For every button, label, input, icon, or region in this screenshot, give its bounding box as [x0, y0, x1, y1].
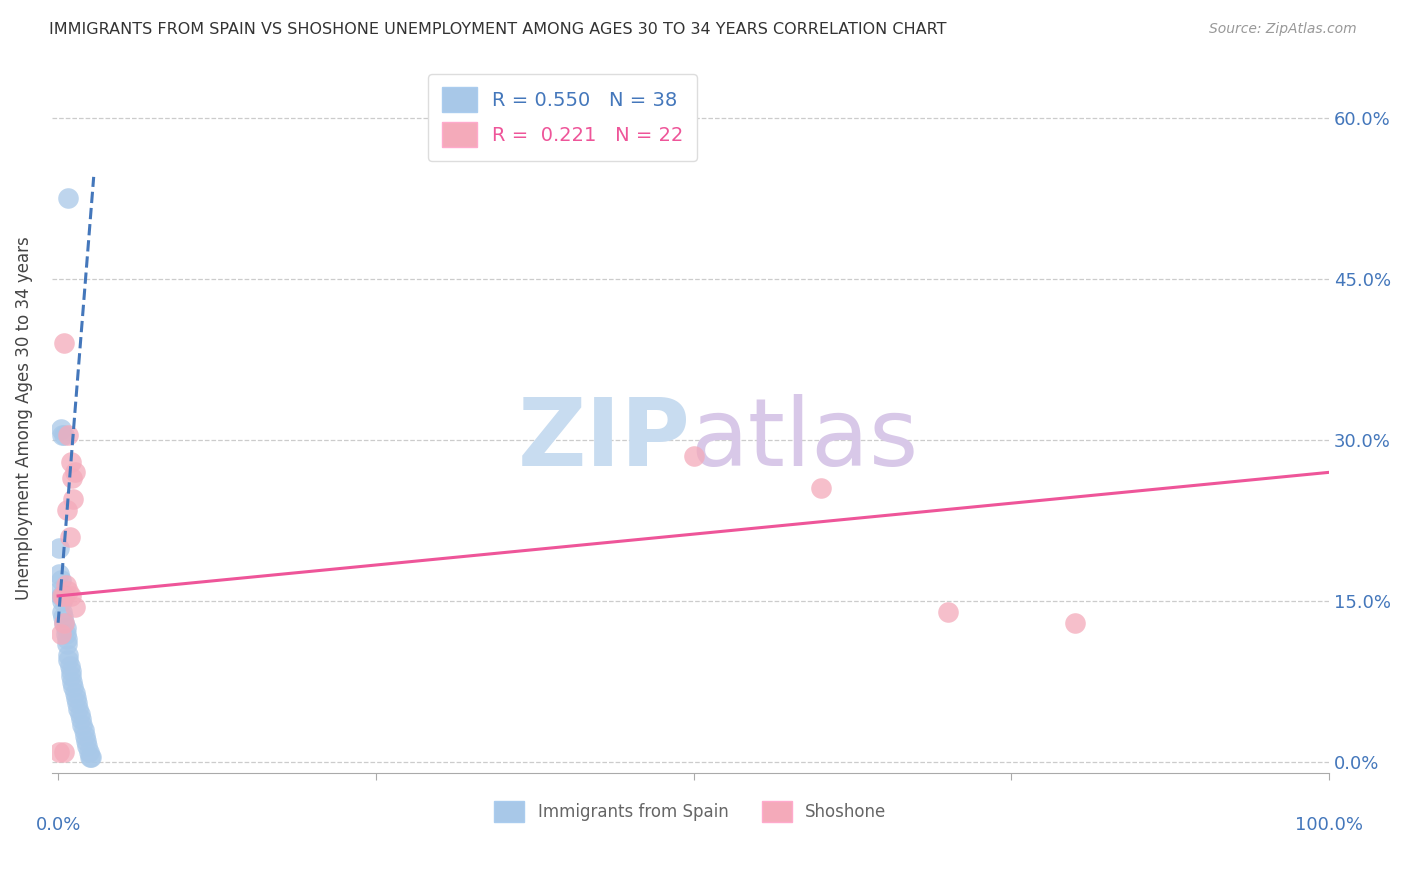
- Point: [51, 427, 73, 442]
- Point: [56, 503, 79, 517]
- Point: [65, 690, 87, 705]
- Point: [49, 589, 72, 603]
- Point: [59, 454, 82, 468]
- Point: [80, 750, 103, 764]
- Text: atlas: atlas: [690, 394, 918, 486]
- Point: [48, 541, 70, 555]
- Point: [58, 427, 80, 442]
- Point: [76, 739, 98, 754]
- Text: Source: ZipAtlas.com: Source: ZipAtlas.com: [1209, 22, 1357, 37]
- Point: [53, 615, 76, 630]
- Point: [73, 729, 96, 743]
- Point: [59, 669, 82, 683]
- Point: [53, 589, 76, 603]
- Point: [55, 626, 77, 640]
- Point: [48, 583, 70, 598]
- Point: [72, 723, 94, 738]
- Point: [810, 482, 832, 496]
- Point: [682, 449, 704, 463]
- Point: [63, 685, 86, 699]
- Text: 100.0%: 100.0%: [1295, 816, 1362, 834]
- Point: [49, 626, 72, 640]
- Point: [69, 707, 91, 722]
- Y-axis label: Unemployment Among Ages 30 to 34 years: Unemployment Among Ages 30 to 34 years: [15, 236, 32, 600]
- Point: [1063, 615, 1085, 630]
- Point: [48, 745, 70, 759]
- Point: [58, 530, 80, 544]
- Point: [58, 653, 80, 667]
- Point: [58, 191, 80, 205]
- Point: [55, 621, 77, 635]
- Point: [53, 615, 76, 630]
- Point: [51, 594, 73, 608]
- Text: ZIP: ZIP: [517, 394, 690, 486]
- Point: [60, 674, 83, 689]
- Point: [53, 336, 76, 351]
- Point: [77, 745, 100, 759]
- Point: [72, 718, 94, 732]
- Point: [53, 745, 76, 759]
- Point: [63, 466, 86, 480]
- Point: [49, 573, 72, 587]
- Point: [55, 578, 77, 592]
- Point: [59, 664, 82, 678]
- Point: [59, 589, 82, 603]
- Point: [66, 697, 89, 711]
- Point: [936, 605, 959, 619]
- Point: [58, 648, 80, 662]
- Point: [75, 734, 97, 748]
- Text: IMMIGRANTS FROM SPAIN VS SHOSHONE UNEMPLOYMENT AMONG AGES 30 TO 34 YEARS CORRELA: IMMIGRANTS FROM SPAIN VS SHOSHONE UNEMPL…: [49, 22, 946, 37]
- Point: [58, 583, 80, 598]
- Point: [67, 702, 90, 716]
- Point: [52, 610, 75, 624]
- Point: [62, 492, 84, 507]
- Point: [58, 658, 80, 673]
- Point: [62, 680, 84, 694]
- Point: [60, 471, 83, 485]
- Point: [49, 422, 72, 436]
- Point: [79, 750, 101, 764]
- Point: [56, 637, 79, 651]
- Text: 0.0%: 0.0%: [35, 816, 80, 834]
- Point: [70, 713, 93, 727]
- Legend: Immigrants from Spain, Shoshone: Immigrants from Spain, Shoshone: [488, 794, 893, 829]
- Point: [51, 589, 73, 603]
- Point: [56, 632, 79, 646]
- Point: [51, 605, 73, 619]
- Point: [53, 427, 76, 442]
- Point: [63, 599, 86, 614]
- Point: [48, 567, 70, 582]
